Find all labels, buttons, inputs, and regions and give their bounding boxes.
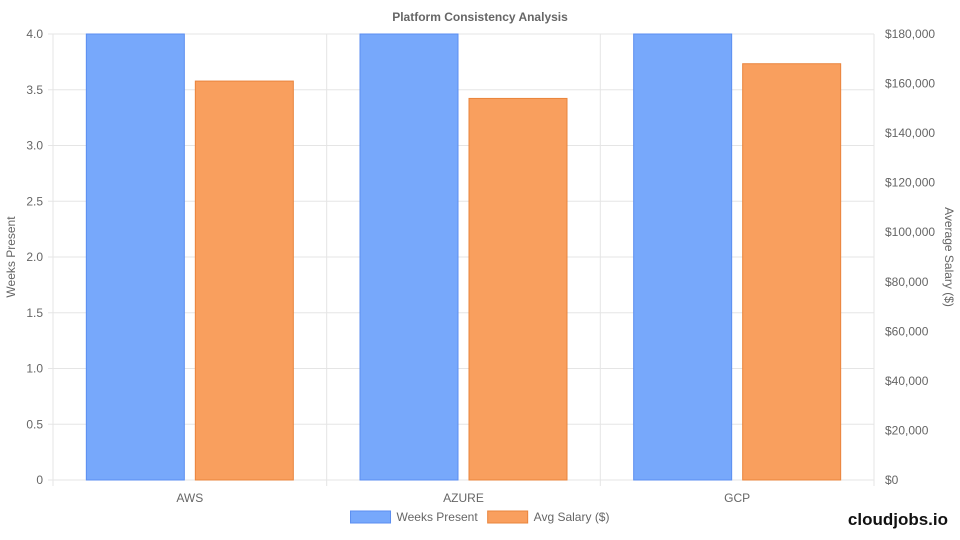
bar-weeks-present-aws: [85, 33, 185, 481]
grid: [48, 33, 875, 486]
bar-weeks-present-gcp: [633, 33, 733, 481]
y-right-tick-label: $20,000: [885, 423, 929, 437]
y-left-tick-labels: 0 0.5 1.0 1.5 2.0 2.5 3.0 3.5 4.0: [26, 27, 43, 487]
y-left-tick-label: 0.5: [26, 417, 43, 431]
y-left-tick-label: 0: [36, 473, 43, 487]
y-left-tick-label: 1.0: [26, 362, 43, 376]
legend-swatch: [350, 510, 392, 524]
y-right-tick-label: $80,000: [885, 275, 929, 289]
y-right-tick-label: $140,000: [885, 126, 935, 140]
chart-title: Platform Consistency Analysis: [392, 10, 568, 24]
y-left-axis-title: Weeks Present: [4, 216, 18, 298]
legend-swatch: [487, 510, 529, 524]
bars: [85, 33, 842, 481]
y-left-tick-label: 3.0: [26, 139, 43, 153]
y-right-tick-label: $0: [885, 473, 899, 487]
x-tick-label: AWS: [176, 491, 203, 505]
legend-label: Weeks Present: [397, 510, 479, 524]
legend-label: Avg Salary ($): [534, 510, 610, 524]
y-right-tick-label: $120,000: [885, 176, 935, 190]
y-left-tick-label: 1.5: [26, 306, 43, 320]
x-tick-label: AZURE: [443, 491, 484, 505]
y-right-tick-labels: $0 $20,000 $40,000 $60,000 $80,000 $100,000 $1…: [885, 27, 935, 487]
y-left-tick-label: 3.5: [26, 83, 43, 97]
y-left-tick-label: 2.0: [26, 250, 43, 264]
x-tick-labels: AWS AZURE GCP: [176, 491, 750, 505]
legend: Weeks Present Avg Salary ($): [350, 510, 610, 524]
x-tick-label: GCP: [724, 491, 750, 505]
bar-avg-salary-azure: [468, 97, 568, 481]
bar-weeks-present-azure: [359, 33, 459, 481]
y-right-tick-label: $100,000: [885, 225, 935, 239]
y-right-axis-title: Average Salary ($): [942, 207, 956, 307]
bar-avg-salary-aws: [194, 80, 294, 481]
y-left-tick-label: 4.0: [26, 27, 43, 41]
y-right-tick-label: $40,000: [885, 374, 929, 388]
y-left-tick-label: 2.5: [26, 194, 43, 208]
bar-avg-salary-gcp: [742, 63, 842, 481]
y-right-tick-label: $160,000: [885, 77, 935, 91]
y-right-tick-label: $180,000: [885, 27, 935, 41]
brand-logo-text: cloudjobs.io: [847, 510, 948, 529]
y-right-tick-label: $60,000: [885, 324, 929, 338]
